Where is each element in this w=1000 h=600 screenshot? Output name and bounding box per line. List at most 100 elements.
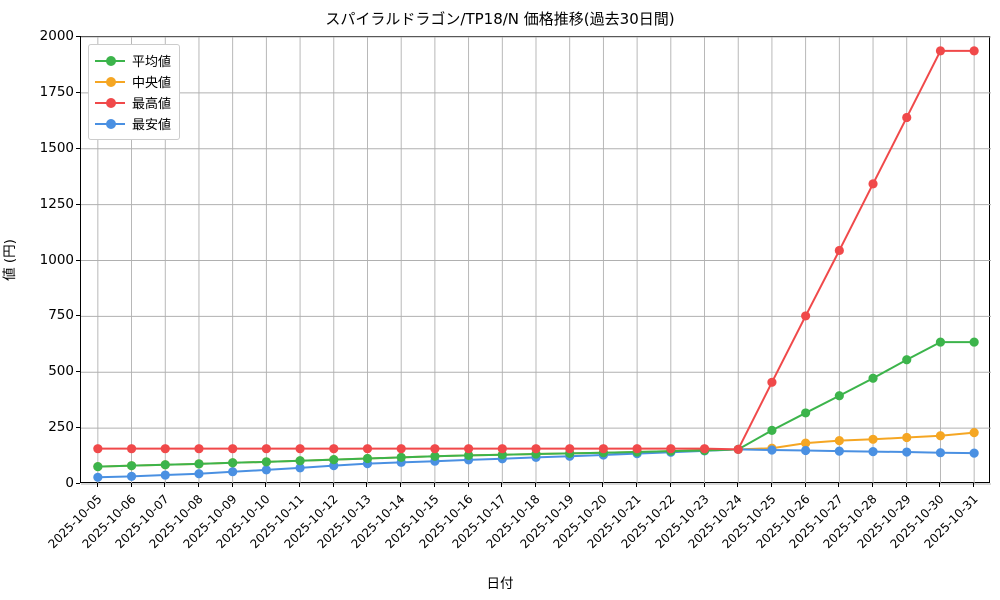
legend-item-1[interactable]: 中央値 bbox=[95, 71, 171, 92]
data-point[interactable] bbox=[228, 467, 238, 477]
x-tick-mark bbox=[737, 483, 739, 487]
data-point[interactable] bbox=[160, 444, 170, 454]
data-point[interactable] bbox=[126, 471, 137, 482]
y-tick-label: 0 bbox=[65, 475, 74, 491]
x-tick-mark bbox=[265, 483, 267, 487]
y-tick-label: 1500 bbox=[39, 139, 74, 156]
data-point[interactable] bbox=[733, 444, 743, 454]
data-point[interactable] bbox=[194, 459, 204, 469]
data-point[interactable] bbox=[295, 456, 305, 466]
data-point[interactable] bbox=[902, 112, 912, 123]
data-point[interactable] bbox=[93, 472, 103, 482]
y-tick-mark bbox=[76, 91, 80, 93]
y-tick-label: 500 bbox=[48, 363, 74, 380]
data-point[interactable] bbox=[902, 432, 912, 443]
data-point[interactable] bbox=[362, 453, 373, 464]
data-point[interactable] bbox=[969, 337, 979, 347]
data-point[interactable] bbox=[295, 463, 305, 473]
data-point[interactable] bbox=[801, 408, 811, 418]
data-point[interactable] bbox=[261, 444, 271, 454]
data-point[interactable] bbox=[801, 311, 811, 321]
data-point[interactable] bbox=[699, 444, 710, 454]
data-point[interactable] bbox=[969, 427, 979, 438]
data-point[interactable] bbox=[935, 448, 946, 458]
legend-item-3[interactable]: 最安値 bbox=[95, 113, 171, 134]
x-tick-mark bbox=[164, 483, 166, 487]
data-point[interactable] bbox=[396, 444, 406, 454]
data-point[interactable] bbox=[126, 461, 137, 471]
data-point[interactable] bbox=[228, 458, 238, 468]
x-tick-mark bbox=[231, 483, 233, 487]
legend-label: 最高値 bbox=[132, 97, 172, 112]
data-point[interactable] bbox=[497, 444, 507, 454]
data-point[interactable] bbox=[935, 46, 946, 56]
data-point[interactable] bbox=[261, 457, 271, 467]
x-tick-mark bbox=[535, 483, 536, 487]
data-point[interactable] bbox=[801, 438, 811, 448]
data-point[interactable] bbox=[463, 450, 474, 460]
data-point[interactable] bbox=[329, 455, 339, 465]
legend-label: 中央値 bbox=[132, 76, 172, 91]
y-tick-mark bbox=[76, 315, 80, 317]
data-point[interactable] bbox=[261, 465, 271, 475]
data-series-layer bbox=[93, 46, 979, 482]
legend-label: 最安値 bbox=[132, 118, 172, 133]
chart-legend[interactable]: 平均値中央値最高値最安値 bbox=[88, 44, 181, 140]
x-tick-mark bbox=[703, 483, 705, 487]
y-tick-mark bbox=[76, 259, 80, 261]
data-point[interactable] bbox=[126, 444, 137, 454]
data-point[interactable] bbox=[868, 446, 878, 457]
x-tick-mark bbox=[770, 483, 772, 487]
data-point[interactable] bbox=[834, 436, 844, 446]
data-point[interactable] bbox=[902, 447, 912, 457]
legend-item-0[interactable]: 平均値 bbox=[95, 50, 171, 71]
data-point[interactable] bbox=[801, 445, 811, 456]
data-point[interactable] bbox=[767, 445, 777, 455]
data-point[interactable] bbox=[93, 444, 103, 454]
data-point[interactable] bbox=[160, 470, 170, 480]
data-point[interactable] bbox=[531, 444, 541, 454]
data-point[interactable] bbox=[362, 444, 373, 454]
plot-area bbox=[80, 36, 991, 485]
data-point[interactable] bbox=[834, 391, 844, 401]
y-tick-mark bbox=[76, 147, 80, 149]
x-tick-mark bbox=[400, 483, 402, 487]
data-point[interactable] bbox=[868, 373, 878, 383]
data-point[interactable] bbox=[666, 444, 676, 454]
data-point[interactable] bbox=[767, 425, 777, 435]
legend-item-2[interactable]: 最高値 bbox=[95, 92, 171, 113]
data-point[interactable] bbox=[565, 444, 575, 454]
x-tick-mark bbox=[467, 483, 469, 487]
data-point[interactable] bbox=[463, 444, 474, 454]
data-point[interactable] bbox=[160, 460, 170, 470]
data-point[interactable] bbox=[598, 444, 609, 454]
data-point[interactable] bbox=[868, 179, 878, 189]
data-point[interactable] bbox=[329, 444, 339, 454]
data-point[interactable] bbox=[194, 469, 204, 479]
data-point[interactable] bbox=[228, 444, 238, 454]
x-tick-mark bbox=[332, 483, 334, 487]
data-point[interactable] bbox=[935, 337, 946, 347]
data-point[interactable] bbox=[868, 434, 878, 444]
legend-swatch-icon bbox=[95, 54, 125, 68]
data-point[interactable] bbox=[935, 431, 946, 441]
data-point[interactable] bbox=[430, 444, 440, 454]
data-point[interactable] bbox=[834, 245, 844, 256]
data-point[interactable] bbox=[396, 452, 406, 463]
data-point[interactable] bbox=[93, 461, 103, 472]
y-tick-mark bbox=[76, 203, 80, 205]
x-tick-mark bbox=[96, 483, 98, 487]
data-point[interactable] bbox=[295, 444, 305, 454]
x-tick-mark bbox=[669, 483, 671, 487]
data-point[interactable] bbox=[969, 448, 979, 458]
data-point[interactable] bbox=[834, 446, 844, 456]
data-point[interactable] bbox=[902, 355, 912, 365]
x-tick-mark bbox=[973, 483, 975, 487]
x-tick-mark bbox=[636, 483, 638, 487]
data-point[interactable] bbox=[194, 444, 204, 454]
data-point[interactable] bbox=[632, 444, 642, 454]
data-point[interactable] bbox=[430, 451, 440, 461]
data-point[interactable] bbox=[969, 46, 979, 56]
x-axis-label: 日付 bbox=[486, 576, 514, 592]
data-point[interactable] bbox=[767, 377, 777, 387]
